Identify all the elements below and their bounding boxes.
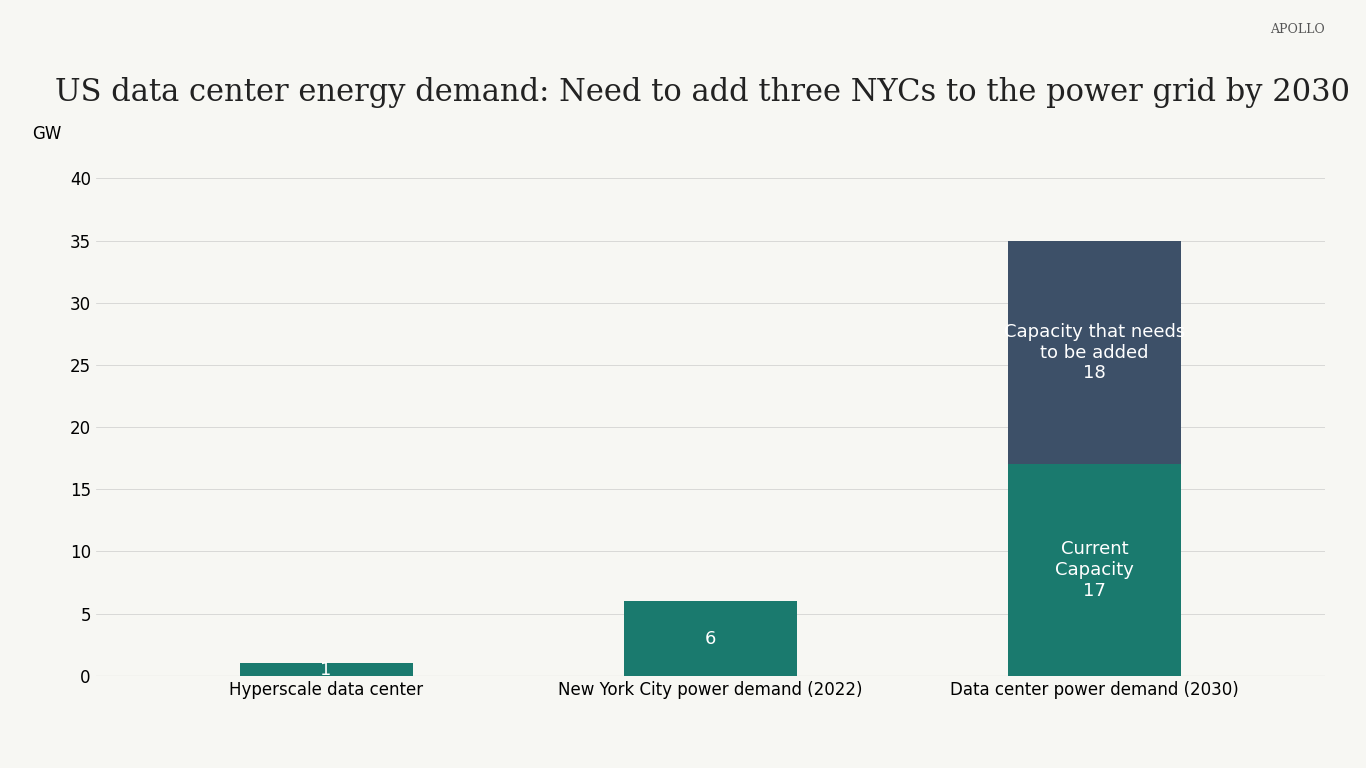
Text: 1: 1 — [321, 660, 332, 679]
Bar — [1008, 465, 1182, 676]
Text: 6: 6 — [705, 630, 716, 647]
Text: Current
Capacity
17: Current Capacity 17 — [1055, 541, 1134, 600]
Y-axis label: GW: GW — [31, 125, 61, 143]
Text: APOLLO: APOLLO — [1270, 23, 1325, 36]
Bar — [239, 664, 413, 676]
Bar — [1008, 240, 1182, 465]
Text: US data center energy demand: Need to add three NYCs to the power grid by 2030: US data center energy demand: Need to ad… — [55, 77, 1350, 108]
Bar — [624, 601, 796, 676]
Text: Capacity that needs
to be added
18: Capacity that needs to be added 18 — [1004, 323, 1186, 382]
